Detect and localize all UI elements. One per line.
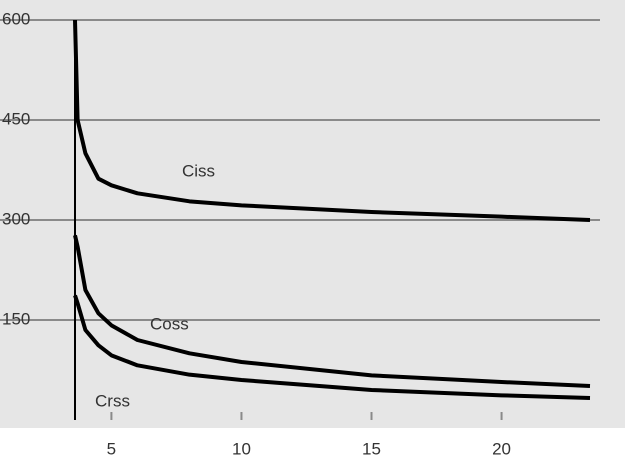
series-line — [73, 234, 591, 388]
x-tick-label: 10 — [232, 439, 251, 458]
x-tick-label: 5 — [107, 439, 116, 458]
series-label: Ciss — [182, 161, 215, 180]
x-tick-label: 15 — [362, 439, 381, 458]
axis-background — [0, 428, 625, 463]
series-label: Coss — [150, 314, 189, 333]
x-tick-label: 20 — [492, 439, 511, 458]
series-line — [73, 294, 591, 400]
y-tick-label: 600 — [2, 9, 30, 28]
y-tick-label: 450 — [2, 109, 30, 128]
y-tick-label: 300 — [2, 209, 30, 228]
series-line — [73, 19, 591, 222]
series-label: Crss — [95, 391, 130, 410]
y-tick-label: 150 — [2, 309, 30, 328]
plot-background — [0, 0, 625, 428]
